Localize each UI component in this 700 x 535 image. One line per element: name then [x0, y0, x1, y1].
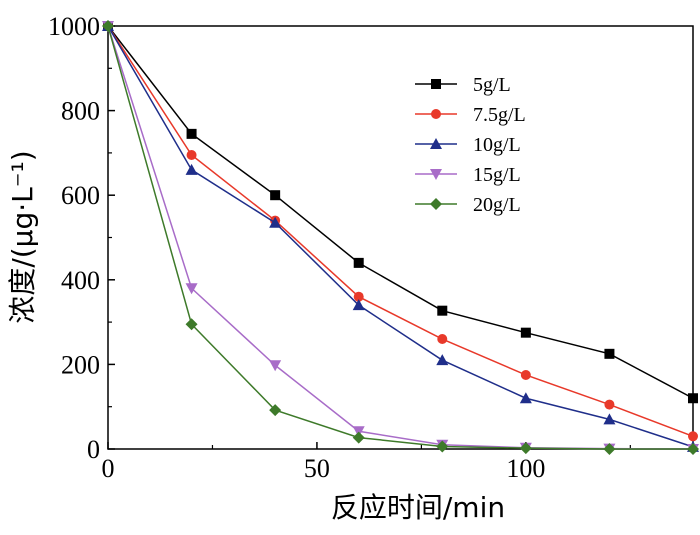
data-point-triangle-up — [603, 413, 616, 425]
series-15g-l — [102, 21, 699, 455]
series-line — [107, 25, 694, 399]
series-20g-l — [102, 20, 699, 455]
plot-frame — [107, 25, 694, 450]
data-point-circle — [431, 109, 441, 119]
y-tick-label: 600 — [61, 181, 100, 210]
data-point-circle — [186, 150, 197, 161]
x-tick-label: 50 — [304, 454, 330, 483]
x-axis-label: 反应时间/min — [331, 491, 505, 524]
series-7-5g-l — [103, 21, 698, 442]
data-point-square — [688, 393, 698, 404]
data-point-diamond — [185, 318, 198, 331]
series-line — [107, 25, 694, 438]
x-tick-label: 0 — [102, 454, 115, 483]
data-point-circle — [353, 291, 364, 302]
x-tick-label: 100 — [506, 454, 545, 483]
legend-item: 20g/L — [415, 194, 521, 216]
data-point-square — [431, 79, 441, 89]
series-line — [107, 25, 694, 450]
data-point-diamond — [436, 440, 449, 453]
series-5g-l — [103, 21, 698, 404]
series-line — [107, 25, 694, 448]
y-tick-label: 1000 — [48, 12, 100, 41]
data-point-triangle-down — [185, 283, 198, 295]
data-point-circle — [520, 369, 531, 380]
data-point-triangle-up — [436, 354, 449, 366]
data-point-diamond — [430, 198, 442, 210]
data-point-triangle-up — [430, 138, 442, 149]
legend-item: 5g/L — [415, 74, 511, 96]
legend-item: 10g/L — [415, 134, 521, 156]
data-point-square — [604, 348, 615, 359]
series-line — [107, 25, 693, 450]
data-point-triangle-down — [430, 169, 442, 180]
legend-label: 15g/L — [473, 164, 521, 186]
data-point-triangle-up — [519, 392, 532, 404]
y-tick-label: 200 — [61, 350, 100, 379]
data-point-diamond — [603, 443, 616, 455]
data-point-triangle-up — [352, 299, 365, 311]
y-tick-label: 800 — [61, 97, 100, 126]
legend-item: 7.5g/L — [415, 104, 526, 126]
data-point-square — [353, 257, 364, 268]
data-point-square — [437, 305, 448, 316]
data-point-diamond — [352, 431, 365, 444]
data-point-diamond — [102, 20, 114, 32]
legend-label: 7.5g/L — [473, 104, 526, 126]
y-tick-label: 0 — [87, 435, 100, 464]
data-point-circle — [604, 399, 615, 410]
legend-label: 10g/L — [473, 134, 521, 156]
data-point-diamond — [687, 443, 699, 455]
y-tick-label: 400 — [61, 266, 100, 295]
data-point-circle — [437, 334, 448, 345]
series-layer — [102, 20, 699, 455]
series-10g-l — [102, 20, 699, 452]
data-point-square — [520, 327, 531, 338]
data-point-square — [270, 190, 281, 201]
legend: 5g/L 7.5g/L 10g/L 15g/L 20g/L — [415, 74, 526, 216]
data-point-triangle-up — [185, 163, 198, 175]
data-point-diamond — [269, 404, 282, 417]
legend-label: 5g/L — [473, 74, 511, 96]
data-point-triangle-up — [269, 216, 282, 228]
data-point-diamond — [519, 442, 532, 455]
data-point-square — [186, 128, 197, 139]
legend-item: 15g/L — [415, 164, 521, 186]
data-point-triangle-down — [269, 360, 282, 372]
data-point-circle — [688, 431, 698, 442]
legend-label: 20g/L — [473, 194, 521, 216]
y-axis-label: 浓度/(μg·L⁻¹) — [6, 150, 39, 323]
